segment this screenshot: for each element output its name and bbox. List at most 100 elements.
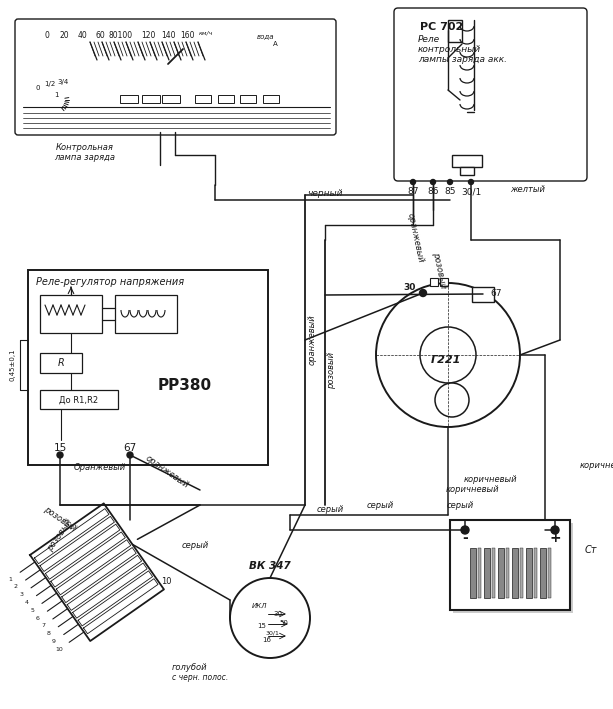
Bar xyxy=(120,95,138,103)
Text: желтый: желтый xyxy=(510,186,545,194)
Text: серый: серый xyxy=(367,501,394,510)
Text: 3: 3 xyxy=(19,592,23,597)
Text: 60: 60 xyxy=(95,30,105,40)
Text: км/ч: км/ч xyxy=(199,30,213,35)
Text: серый: серый xyxy=(181,540,208,549)
Text: 30: 30 xyxy=(273,611,283,617)
Circle shape xyxy=(57,452,63,458)
Text: 0: 0 xyxy=(45,30,50,40)
Bar xyxy=(115,295,177,333)
Text: вода: вода xyxy=(256,33,274,39)
Text: 67: 67 xyxy=(490,289,502,298)
Text: 1: 1 xyxy=(54,92,58,98)
Bar xyxy=(492,548,495,598)
Circle shape xyxy=(411,179,416,184)
Bar xyxy=(430,278,438,286)
Circle shape xyxy=(447,179,452,184)
Text: 6: 6 xyxy=(36,615,39,620)
Text: розовый: розовый xyxy=(327,352,337,389)
Text: с черн. полос.: с черн. полос. xyxy=(172,674,228,683)
Text: 80100: 80100 xyxy=(109,30,133,40)
Text: лампы заряда акк.: лампы заряда акк. xyxy=(418,55,507,65)
Text: 2: 2 xyxy=(13,584,18,589)
Text: оранжевый: оранжевый xyxy=(405,212,425,264)
Bar xyxy=(526,548,532,598)
Text: До R1,R2: До R1,R2 xyxy=(59,396,99,405)
Bar xyxy=(512,548,518,598)
Text: ВК 347: ВК 347 xyxy=(249,561,291,571)
Circle shape xyxy=(376,283,520,427)
Text: 86: 86 xyxy=(427,187,439,196)
Circle shape xyxy=(430,179,435,184)
Text: 120: 120 xyxy=(141,30,155,40)
Text: 85: 85 xyxy=(444,187,455,196)
Text: 0: 0 xyxy=(36,85,40,91)
Circle shape xyxy=(127,452,133,458)
Text: Оранжевый: Оранжевый xyxy=(74,464,126,472)
Text: Ст: Ст xyxy=(585,545,598,555)
Bar xyxy=(520,548,523,598)
Text: лампа заряда: лампа заряда xyxy=(55,152,115,162)
Text: 30: 30 xyxy=(404,284,416,293)
Bar xyxy=(548,548,551,598)
Text: 20: 20 xyxy=(59,30,69,40)
Bar xyxy=(263,95,279,103)
Text: 67: 67 xyxy=(123,443,137,453)
Bar xyxy=(484,548,490,598)
Text: 0,45±0,1: 0,45±0,1 xyxy=(10,349,16,381)
Text: 87: 87 xyxy=(407,187,419,196)
Bar xyxy=(540,548,546,598)
Bar xyxy=(28,270,268,465)
Text: 140: 140 xyxy=(161,30,175,40)
Text: 15: 15 xyxy=(53,443,67,453)
Text: РР380: РР380 xyxy=(158,377,212,393)
Text: 50: 50 xyxy=(280,620,289,626)
Circle shape xyxy=(461,526,469,534)
Bar xyxy=(162,95,180,103)
Text: ИКЛ: ИКЛ xyxy=(253,603,268,609)
FancyBboxPatch shape xyxy=(15,19,336,135)
Text: 10: 10 xyxy=(55,647,63,652)
Bar xyxy=(142,95,160,103)
Text: 30/1: 30/1 xyxy=(265,630,279,635)
Text: розовый: розовый xyxy=(45,517,74,553)
Text: 4: 4 xyxy=(25,600,29,605)
Text: розовый: розовый xyxy=(42,505,78,534)
Text: голубой: голубой xyxy=(172,664,208,673)
Bar xyxy=(450,520,570,610)
Text: 5: 5 xyxy=(30,608,34,613)
FancyBboxPatch shape xyxy=(394,8,587,181)
Text: 10: 10 xyxy=(161,577,171,586)
Text: 3/4: 3/4 xyxy=(58,79,69,85)
Text: Г221: Г221 xyxy=(431,355,461,365)
Text: коричневый: коричневый xyxy=(463,476,517,484)
Bar xyxy=(453,523,573,613)
Text: розовый: розовый xyxy=(431,251,447,289)
Bar xyxy=(448,20,462,42)
Circle shape xyxy=(551,526,559,534)
Text: серый: серый xyxy=(316,506,344,515)
Text: 160: 160 xyxy=(180,30,194,40)
Text: 30/1: 30/1 xyxy=(461,187,481,196)
Text: черный: черный xyxy=(307,189,343,198)
Text: оранжевый: оранжевый xyxy=(143,454,191,490)
Text: коричневый: коричневый xyxy=(445,486,499,494)
Text: Реле: Реле xyxy=(418,35,440,45)
Text: 40: 40 xyxy=(77,30,87,40)
Circle shape xyxy=(230,578,310,658)
Bar xyxy=(498,548,504,598)
Bar xyxy=(470,548,476,598)
Text: 15: 15 xyxy=(257,623,267,629)
Text: серый: серый xyxy=(446,501,474,510)
Text: А: А xyxy=(273,41,277,47)
Circle shape xyxy=(419,289,427,296)
Circle shape xyxy=(468,179,473,184)
Bar xyxy=(218,95,234,103)
Text: Реле-регулятор напряжения: Реле-регулятор напряжения xyxy=(36,277,184,287)
Bar xyxy=(40,390,118,409)
Bar xyxy=(460,167,474,175)
Bar xyxy=(40,353,82,373)
Text: 7: 7 xyxy=(41,623,45,628)
Bar xyxy=(506,548,509,598)
Circle shape xyxy=(420,327,476,383)
